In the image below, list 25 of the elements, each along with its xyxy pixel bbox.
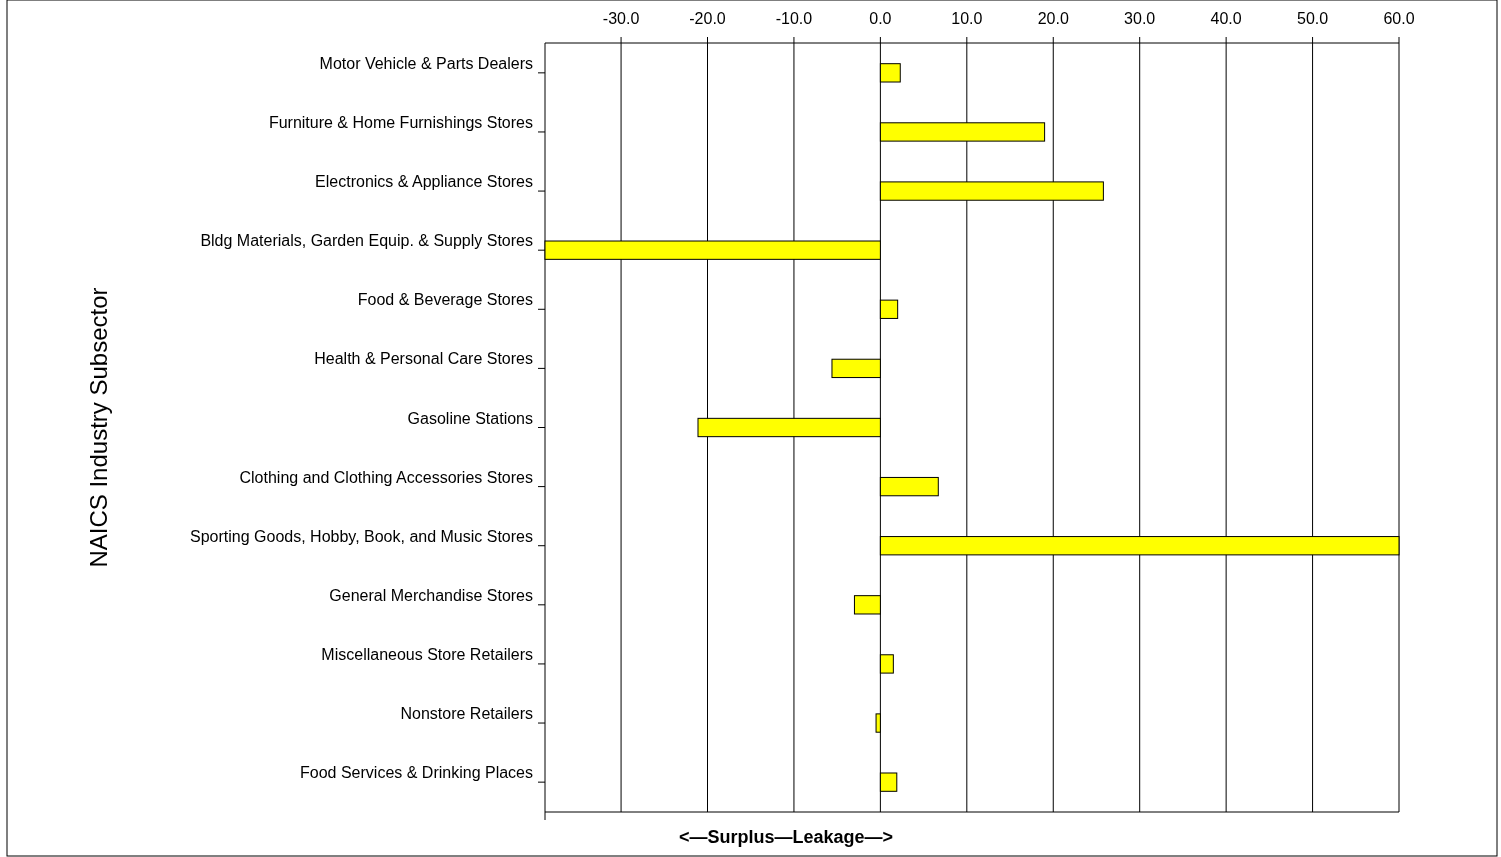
x-tick-label: 30.0 — [1124, 10, 1156, 27]
x-tick-label: -20.0 — [689, 10, 726, 27]
y-tick-label: Sporting Goods, Hobby, Book, and Music Stores — [190, 527, 533, 545]
x-tick-label: 60.0 — [1383, 10, 1415, 27]
y-tick-label: Clothing and Clothing Accessories Stores — [239, 468, 533, 486]
y-axis-title: NAICS Industry Subsector — [85, 287, 112, 568]
y-tick-label: Furniture & Home Furnishings Stores — [268, 113, 533, 131]
x-tick-label: -30.0 — [602, 10, 640, 27]
y-tick-label: Motor Vehicle & Parts Dealers — [319, 54, 533, 72]
x-tick-label: 20.0 — [1037, 10, 1069, 27]
x-tick-label: -10.0 — [775, 10, 813, 27]
y-tick-label: General Merchandise Stores — [329, 586, 533, 604]
x-tick-label: 10.0 — [951, 10, 983, 27]
y-tick-label: Health & Personal Care Stores — [314, 350, 533, 368]
y-tick-label: Miscellaneous Store Retailers — [321, 645, 533, 663]
x-axis-title: <—Surplus—Leakage—> — [678, 827, 894, 847]
x-tick-label: 50.0 — [1296, 10, 1329, 27]
y-tick-label: Food Services & Drinking Places — [300, 764, 533, 782]
y-tick-label: Gasoline Stations — [407, 409, 533, 427]
y-tick-label: Electronics & Appliance Stores — [315, 173, 533, 191]
x-tick-label: 0.0 — [869, 10, 892, 27]
x-tick-label: 40.0 — [1210, 10, 1242, 27]
y-tick-label: Bldg Materials, Garden Equip. & Supply Stores — [200, 232, 533, 250]
y-tick-label: Nonstore Retailers — [400, 705, 533, 723]
y-tick-label: Food & Beverage Stores — [357, 291, 533, 309]
